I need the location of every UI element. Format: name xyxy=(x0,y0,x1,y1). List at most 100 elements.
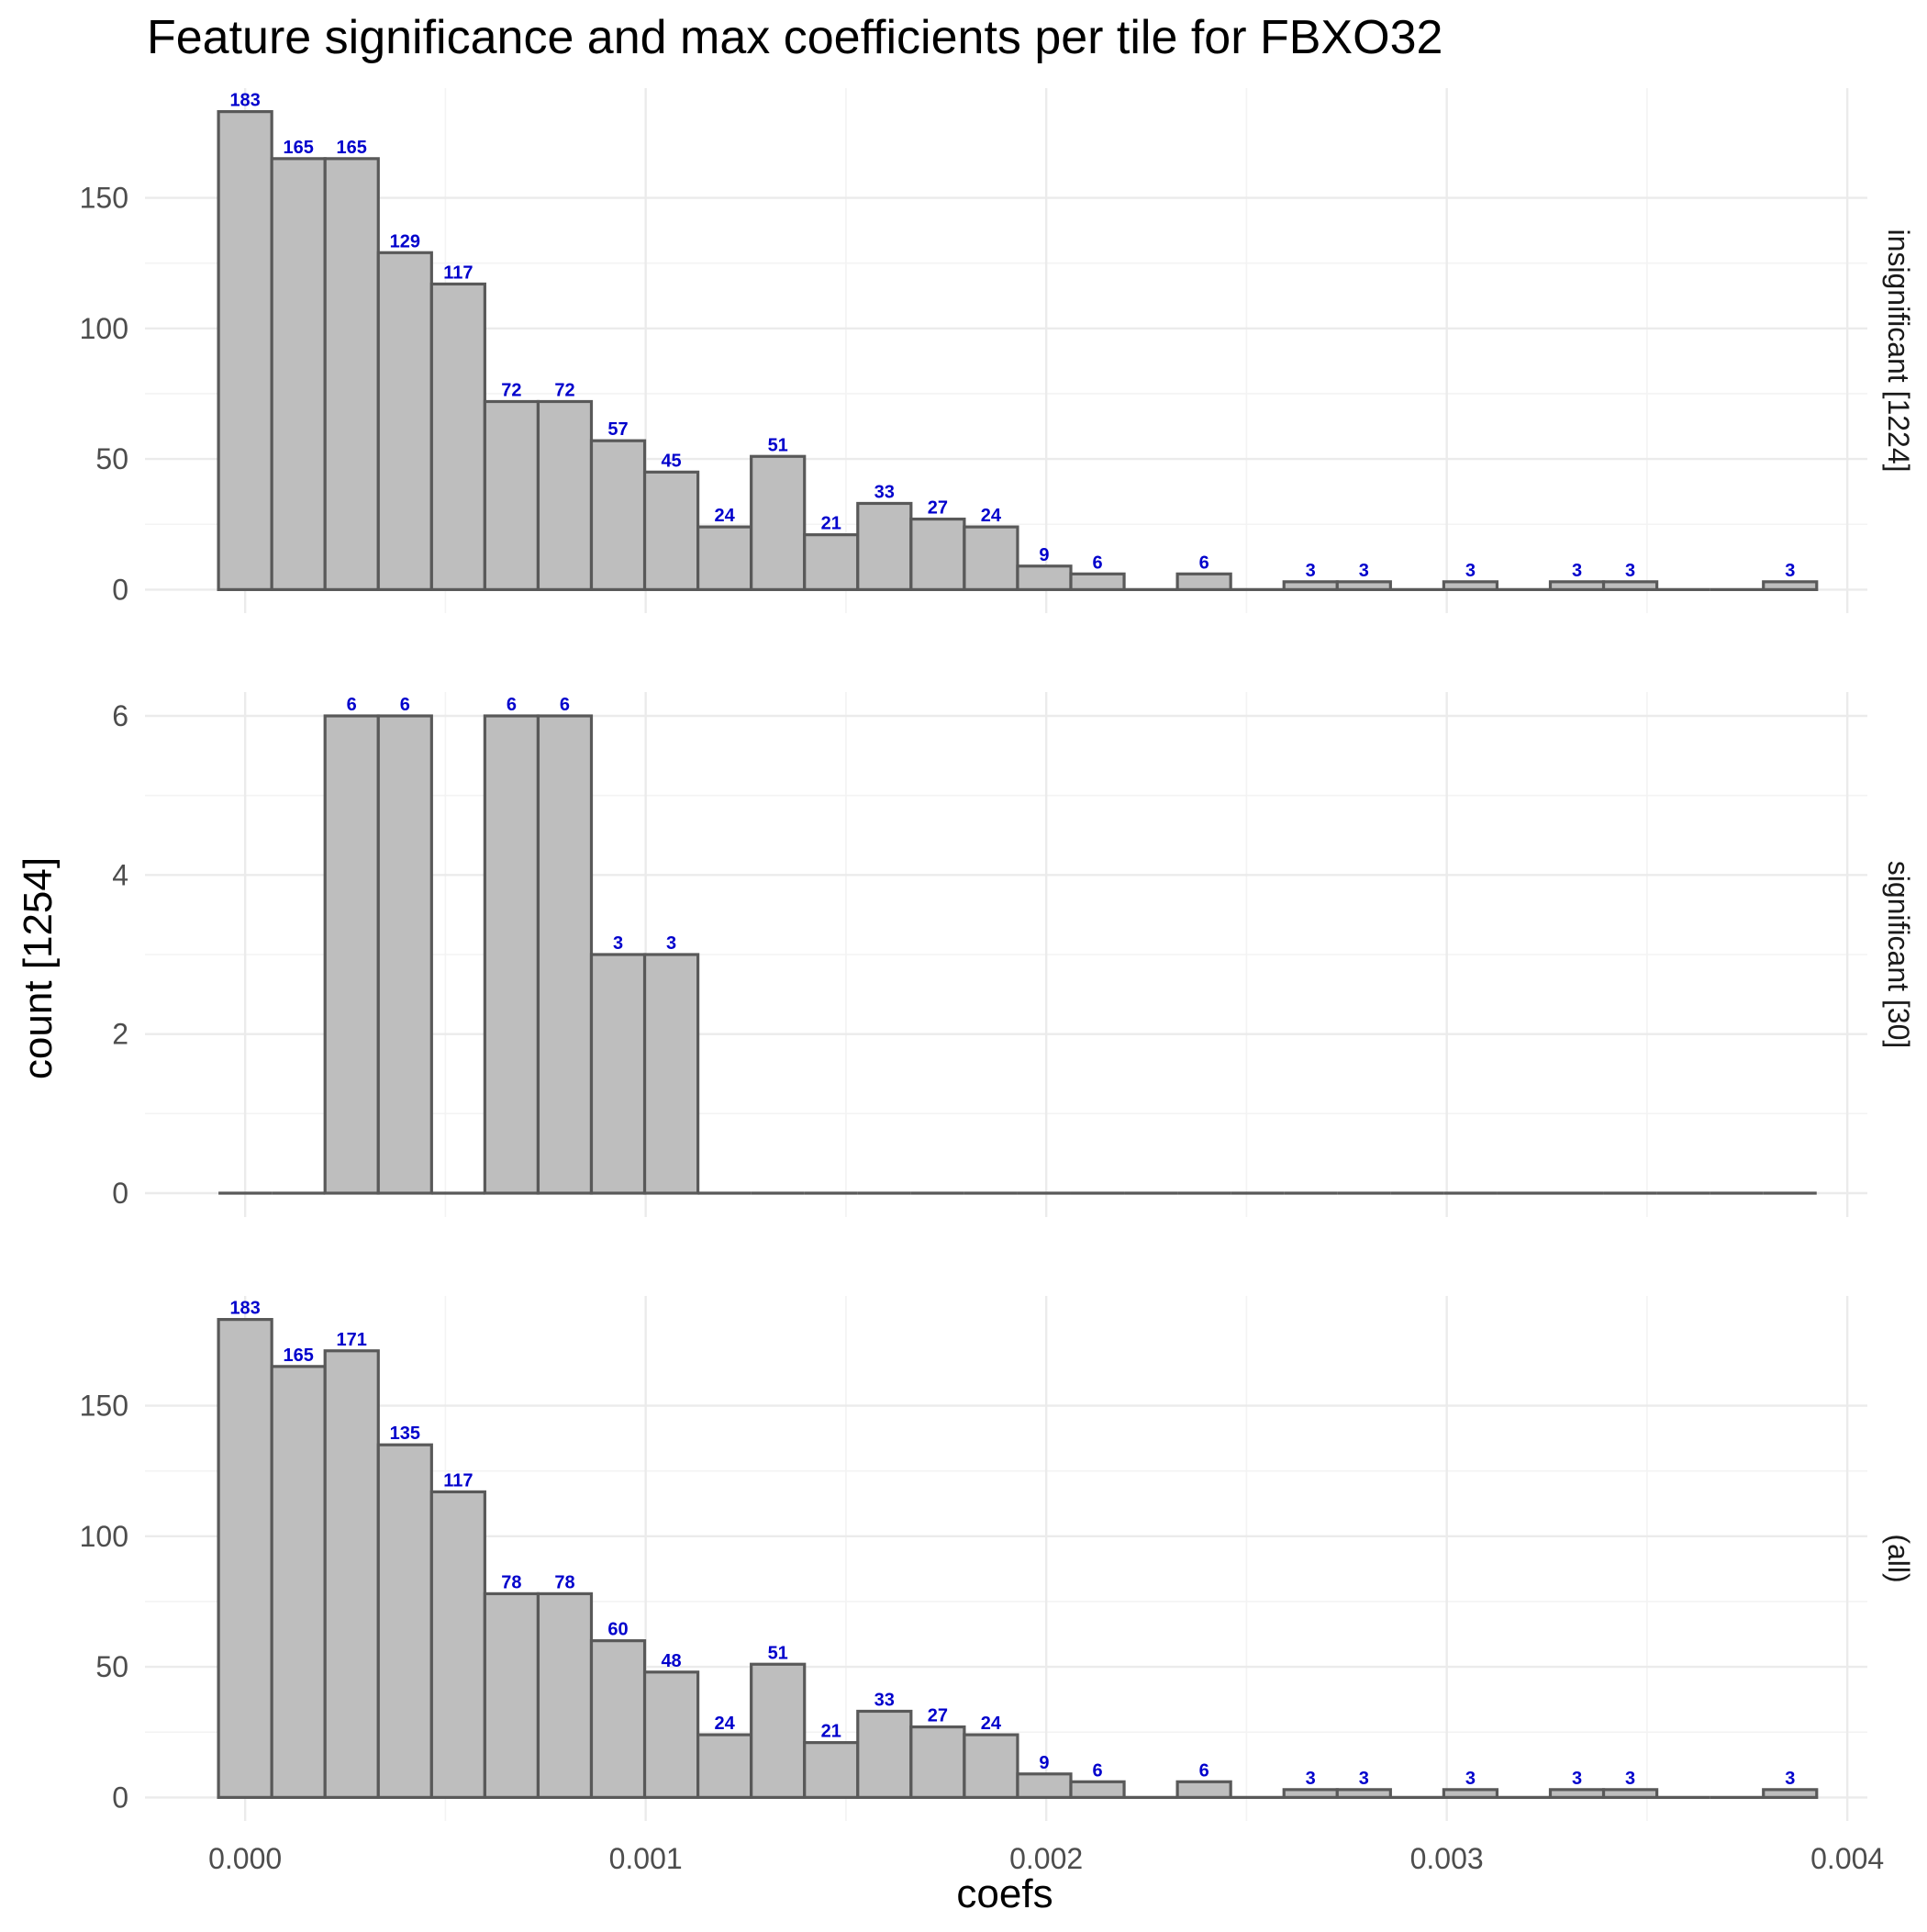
histogram-bar xyxy=(589,439,647,591)
x-tick-label: 0.002 xyxy=(1009,1842,1083,1875)
x-tick-label: 0.003 xyxy=(1410,1842,1484,1875)
y-tick-label: 0 xyxy=(112,1177,128,1210)
y-tick-label: 2 xyxy=(112,1018,128,1051)
bar-count-label: 48 xyxy=(661,1651,681,1671)
histogram-bar xyxy=(323,714,380,1195)
bar-count-label: 6 xyxy=(1092,553,1102,573)
histogram-bar xyxy=(963,1733,1019,1799)
histogram-bar xyxy=(1016,564,1073,591)
bar-count-label: 72 xyxy=(554,380,574,400)
histogram-bar xyxy=(323,157,380,591)
bar-count-label: 78 xyxy=(501,1572,521,1592)
histogram-bar xyxy=(1601,1788,1659,1799)
y-tick-label: 50 xyxy=(95,442,128,475)
x-axis-label: coefs xyxy=(956,1871,1053,1916)
facet-strip-label: (all) xyxy=(1882,1534,1915,1582)
histogram-bar xyxy=(536,399,594,591)
bar-count-label: 3 xyxy=(1306,561,1316,581)
bar-count-label: 6 xyxy=(1199,1760,1209,1781)
bar-count-label: 45 xyxy=(661,451,681,471)
bar-count-label: 3 xyxy=(1465,1769,1476,1789)
bar-count-label: 24 xyxy=(715,506,736,526)
histogram-bar xyxy=(696,1733,753,1799)
bar-count-label: 3 xyxy=(666,933,676,954)
histogram-bars xyxy=(217,1318,1819,1799)
histogram-bar xyxy=(1442,1788,1499,1799)
bar-count-label: 165 xyxy=(337,138,367,158)
histogram-bar xyxy=(429,1490,486,1799)
bar-count-label: 3 xyxy=(1625,561,1635,581)
bar-count-label: 33 xyxy=(874,1690,895,1710)
histogram-bar xyxy=(909,1725,966,1799)
bar-count-label: 117 xyxy=(443,1470,473,1491)
bar-count-label: 24 xyxy=(981,506,1002,526)
bar-count-label: 6 xyxy=(507,695,517,715)
bar-count-label: 3 xyxy=(1359,561,1369,581)
y-tick-label: 0 xyxy=(112,1781,128,1814)
histogram-bar xyxy=(589,1639,647,1799)
histogram-bar xyxy=(803,1741,860,1799)
y-tick-label: 100 xyxy=(80,1520,128,1553)
histogram-bars xyxy=(217,110,1819,591)
histogram-bar xyxy=(1548,1788,1606,1799)
y-tick-label: 150 xyxy=(80,1390,128,1423)
histogram-bar xyxy=(429,282,486,591)
bar-count-label: 165 xyxy=(283,138,313,158)
bar-count-label: 6 xyxy=(560,695,570,715)
histogram-bar xyxy=(803,533,860,591)
histogram-bar xyxy=(750,454,807,591)
y-tick-label: 0 xyxy=(112,573,128,606)
bar-count-label: 3 xyxy=(1785,561,1795,581)
bar-count-label: 183 xyxy=(229,91,260,111)
bar-count-label: 27 xyxy=(928,498,948,519)
y-axis-label: count [1254] xyxy=(16,857,61,1079)
bar-count-label: 9 xyxy=(1039,1753,1049,1773)
histogram-bar xyxy=(376,1443,433,1799)
histogram-bar xyxy=(1282,1788,1339,1799)
histogram-bar xyxy=(323,1349,380,1799)
bar-count-label: 6 xyxy=(347,695,357,715)
bar-count-label: 6 xyxy=(1199,553,1209,573)
bar-count-label: 51 xyxy=(768,435,788,455)
facet-panel: 0 2 4 6 6 6 6 6 3 3 significant [30] xyxy=(112,692,1915,1217)
bar-count-label: 9 xyxy=(1039,545,1049,565)
histogram-bar xyxy=(1601,580,1659,591)
bar-count-label: 60 xyxy=(607,1620,628,1640)
bar-count-label: 3 xyxy=(1465,561,1476,581)
x-tick-label: 0.001 xyxy=(609,1842,683,1875)
y-tick-label: 150 xyxy=(80,182,128,215)
bar-count-label: 3 xyxy=(1572,561,1582,581)
histogram-bar xyxy=(1175,1780,1232,1799)
histogram-bar xyxy=(1762,580,1819,591)
bar-count-label: 27 xyxy=(928,1706,948,1726)
histogram-bar xyxy=(642,953,700,1195)
histogram-bar xyxy=(1016,1772,1073,1799)
histogram-bar xyxy=(909,517,966,591)
bar-count-label: 57 xyxy=(607,419,628,440)
histogram-bar xyxy=(217,1318,273,1799)
histogram-bar xyxy=(1069,1780,1126,1799)
bar-count-label: 3 xyxy=(1625,1769,1635,1789)
histogram-bar xyxy=(856,1709,913,1799)
histogram-bar xyxy=(376,251,433,591)
x-tick-label: 0.000 xyxy=(208,1842,282,1875)
histogram-bar xyxy=(270,157,327,591)
bar-count-label: 135 xyxy=(390,1424,420,1444)
x-tick-label: 0.004 xyxy=(1810,1842,1884,1875)
bar-count-label: 3 xyxy=(1785,1769,1795,1789)
histogram-bar xyxy=(856,501,913,591)
histogram-bar xyxy=(270,1365,327,1799)
bar-count-label: 33 xyxy=(874,482,895,502)
bar-count-label: 51 xyxy=(768,1643,788,1663)
histogram-bar xyxy=(589,953,647,1195)
histogram-bar xyxy=(1762,1788,1819,1799)
histogram-bar xyxy=(1548,580,1606,591)
histogram-bar xyxy=(963,525,1019,591)
